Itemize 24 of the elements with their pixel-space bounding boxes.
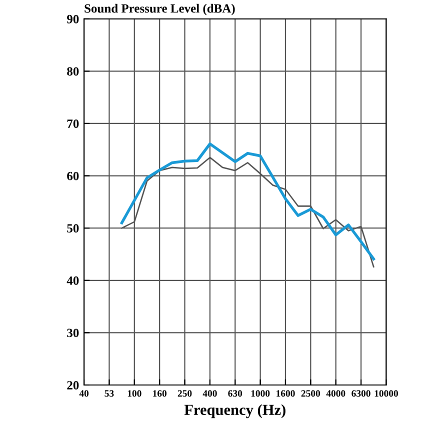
x-tick-label: 6300 bbox=[352, 390, 370, 397]
x-tick-label: 400 bbox=[202, 390, 217, 397]
x-tick-label: 4000 bbox=[326, 390, 346, 397]
x-tick-label: 100 bbox=[128, 390, 142, 397]
x-tick-label: 1000 bbox=[251, 390, 270, 397]
x-tick-label: 1600 bbox=[276, 390, 295, 397]
y-tick-label: 60 bbox=[67, 172, 79, 180]
line-series bbox=[120, 142, 376, 260]
y-tick-label: 40 bbox=[66, 276, 79, 285]
x-tick-label: 40 bbox=[79, 390, 89, 397]
y-tick-label: 70 bbox=[67, 120, 79, 128]
x-tick-label: 53 bbox=[104, 390, 114, 397]
y-tick-label: 90 bbox=[67, 14, 79, 24]
y-tick-label: 50 bbox=[67, 224, 79, 233]
y-tick-label: 30 bbox=[67, 328, 79, 338]
x-axis-title: Frequency (Hz) bbox=[184, 404, 286, 418]
x-tick-label: 2500 bbox=[301, 390, 320, 397]
y-axis-title: Sound Pressure Level (dBA) bbox=[84, 4, 235, 16]
x-tick-label: 250 bbox=[178, 390, 192, 397]
x-tick-label: 160 bbox=[153, 390, 166, 397]
x-tick-label: 10000 bbox=[374, 390, 398, 397]
x-tick-label: 630 bbox=[228, 390, 242, 397]
y-tick-label: 20 bbox=[67, 381, 79, 390]
y-tick-label: 80 bbox=[67, 67, 79, 76]
